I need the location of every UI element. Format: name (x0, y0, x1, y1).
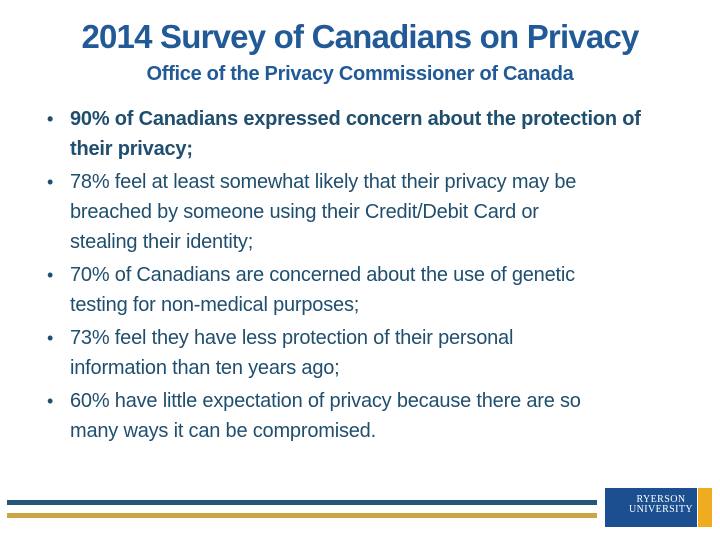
bullet-text: 73% feel they have less protection of th… (70, 323, 513, 383)
bullet-item-70-percent: • 70% of Canadians are concerned about t… (47, 260, 641, 320)
ryerson-logo: RYERSON UNIVERSITY (605, 488, 712, 527)
bullet-list: • 90% of Canadians expressed concern abo… (47, 104, 641, 449)
bullet-line: stealing their identity; (70, 231, 254, 253)
ryerson-logo-line1: RYERSON (636, 494, 686, 505)
page-title: 2014 Survey of Canadians on Privacy (81, 18, 639, 55)
bullet-icon: • (47, 265, 54, 285)
ryerson-logo-gold-bar (698, 488, 712, 527)
slide-subtitle: Office of the Privacy Commissioner of Ca… (146, 63, 574, 85)
bullet-text: 78% feel at least somewhat likely that t… (70, 167, 576, 257)
bullet-line: information than ten years ago; (70, 357, 340, 379)
bullet-item-78-percent: • 78% feel at least somewhat likely that… (47, 167, 641, 257)
bullet-icon: • (47, 391, 54, 411)
bullet-icon: • (47, 109, 54, 129)
bullet-item-73-percent: • 73% feel they have less protection of … (47, 323, 641, 383)
bullet-line: their privacy; (70, 138, 193, 160)
bullet-line: breached by someone using their Credit/D… (70, 201, 539, 223)
ryerson-logo-box: RYERSON UNIVERSITY (605, 488, 697, 527)
bullet-item-90-percent: • 90% of Canadians expressed concern abo… (47, 104, 641, 164)
bullet-text: 60% have little expectation of privacy b… (70, 386, 581, 446)
bullet-line: 70% of Canadians are concerned about the… (70, 264, 575, 286)
bullet-text: 70% of Canadians are concerned about the… (70, 260, 575, 320)
footer-blue-line (7, 500, 597, 505)
bullet-line: many ways it can be compromised. (70, 420, 376, 442)
bullet-line: 60% have little expectation of privacy b… (70, 390, 581, 412)
bullet-text: 90% of Canadians expressed concern about… (70, 104, 641, 164)
bullet-line: 73% feel they have less protection of th… (70, 327, 514, 349)
bullet-item-60-percent: • 60% have little expectation of privacy… (47, 386, 641, 446)
ryerson-logo-line2: UNIVERSITY (629, 504, 693, 515)
footer-gold-line (7, 513, 597, 518)
bullet-line: 90% of Canadians expressed concern about… (70, 108, 641, 130)
bullet-icon: • (47, 328, 54, 348)
bullet-line: testing for non-medical purposes; (70, 294, 360, 316)
bullet-icon: • (47, 172, 54, 192)
ryerson-logo-text: RYERSON UNIVERSITY (629, 495, 693, 515)
bullet-line: 78% feel at least somewhat likely that t… (70, 171, 577, 193)
